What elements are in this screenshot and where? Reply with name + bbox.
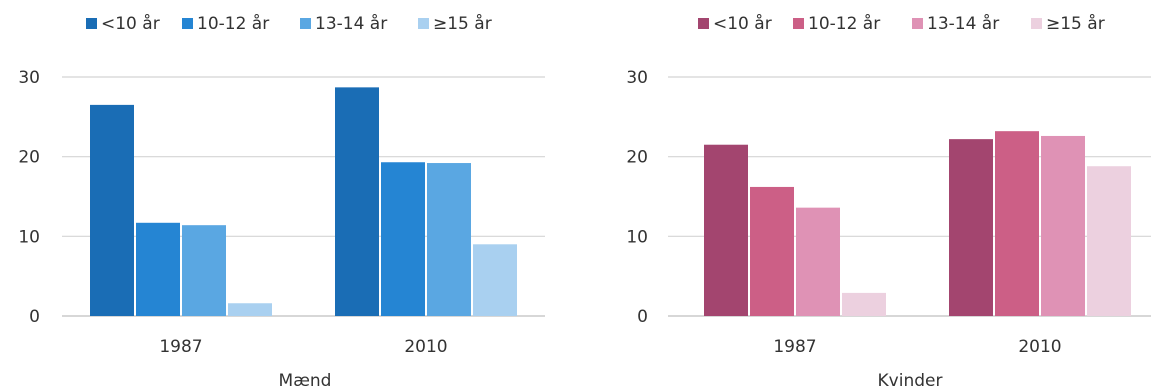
- legend-swatch: [698, 18, 709, 29]
- bar-1987-2: [750, 186, 794, 316]
- bar-1987-1: [90, 104, 134, 316]
- bar-2010-1: [949, 139, 993, 316]
- bar-2010-2: [995, 131, 1039, 316]
- bar-1987-3: [796, 207, 840, 316]
- x-category-label: 2010: [404, 337, 447, 357]
- legend-swatch: [86, 18, 97, 29]
- y-tick-label: 10: [18, 227, 40, 247]
- bar-2010-4: [1087, 166, 1131, 316]
- x-category-label: 2010: [1018, 337, 1061, 357]
- legend-label: <10 år: [713, 13, 772, 34]
- x-category-label: 1987: [159, 337, 202, 357]
- x-axis-title: Mænd: [279, 371, 332, 391]
- bar-1987-3: [182, 225, 226, 316]
- legend-label: 10-12 år: [808, 13, 880, 34]
- bar-2010-3: [1041, 135, 1085, 316]
- y-tick-label: 10: [626, 227, 648, 247]
- bar-1987-4: [228, 303, 272, 316]
- x-axis-title: Kvinder: [878, 371, 943, 391]
- legend-label: ≥15 år: [433, 13, 492, 34]
- bar-2010-3: [427, 163, 471, 316]
- legend-swatch: [418, 18, 429, 29]
- legend-label: 13-14 år: [927, 13, 999, 34]
- bar-2010-2: [381, 162, 425, 316]
- y-tick-label: 0: [637, 307, 648, 327]
- y-tick-label: 20: [626, 148, 648, 168]
- bar-1987-2: [136, 222, 180, 316]
- x-category-label: 1987: [773, 337, 816, 357]
- legend-swatch: [793, 18, 804, 29]
- legend-swatch: [1031, 18, 1042, 29]
- bar-2010-4: [473, 244, 517, 316]
- legend-label: <10 år: [101, 13, 160, 34]
- legend-label: 13-14 år: [315, 13, 387, 34]
- bar-1987-1: [704, 144, 748, 316]
- chart-maend: 0 10 20 30 1987 2010 Mænd <10 år 10-12 år 13-14 å…: [18, 13, 545, 391]
- legend-swatch: [300, 18, 311, 29]
- legend-label: 10-12 år: [197, 13, 269, 34]
- chart-kvinder: 0 10 20 30 1987 2010 Kvinder <10 år 10-12 år 13-1…: [626, 13, 1151, 391]
- legend-swatch: [912, 18, 923, 29]
- y-tick-label: 20: [18, 148, 40, 168]
- bar-2010-1: [335, 87, 379, 317]
- y-tick-label: 30: [626, 68, 648, 88]
- legend-label: ≥15 år: [1046, 13, 1105, 34]
- y-tick-label: 30: [18, 68, 40, 88]
- y-tick-label: 0: [29, 307, 40, 327]
- bar-1987-4: [842, 292, 886, 316]
- legend-swatch: [182, 18, 193, 29]
